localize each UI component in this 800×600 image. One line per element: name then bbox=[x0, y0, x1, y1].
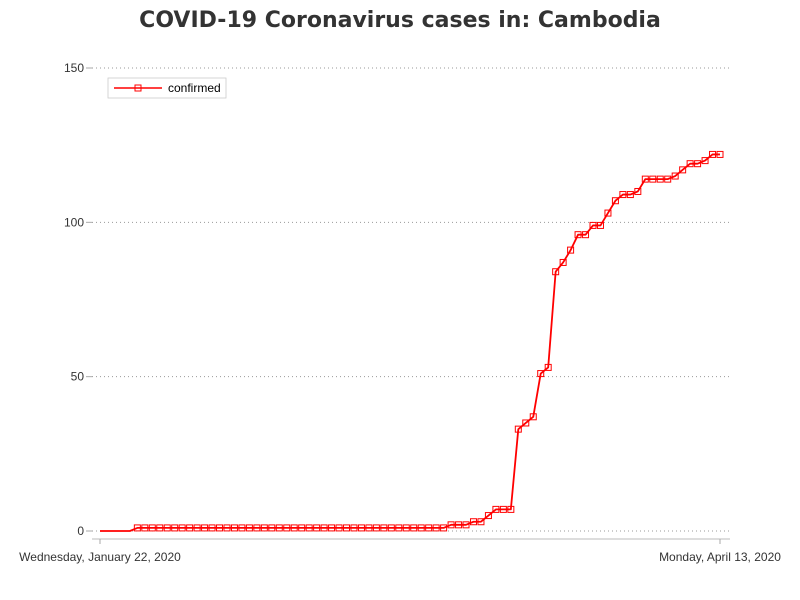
data-point-marker bbox=[499, 505, 507, 513]
series-line-confirmed bbox=[100, 153, 720, 532]
data-point-marker bbox=[395, 524, 403, 532]
data-point-marker bbox=[268, 524, 276, 532]
data-point-marker bbox=[589, 221, 597, 229]
chart-title: COVID-19 Coronavirus cases in: Cambodia bbox=[139, 8, 661, 33]
data-point-marker bbox=[328, 524, 336, 532]
data-point-marker bbox=[305, 524, 313, 532]
data-point-marker bbox=[686, 160, 694, 168]
data-point-marker bbox=[253, 524, 261, 532]
x-tick-label-0: Wednesday, January 22, 2020 bbox=[19, 550, 181, 564]
data-point-marker bbox=[604, 209, 612, 217]
data-point-marker bbox=[716, 150, 724, 158]
series-layer bbox=[100, 150, 724, 532]
data-point-marker bbox=[387, 524, 395, 532]
data-point-marker bbox=[171, 524, 179, 532]
data-point-marker bbox=[230, 524, 238, 532]
data-point-marker bbox=[163, 524, 171, 532]
data-point-marker bbox=[410, 524, 418, 532]
data-point-marker bbox=[596, 221, 604, 229]
data-point-marker bbox=[238, 524, 246, 532]
data-point-marker bbox=[313, 524, 321, 532]
data-point-marker bbox=[402, 524, 410, 532]
data-point-marker bbox=[462, 521, 470, 529]
data-point-marker bbox=[432, 524, 440, 532]
y-tick-label-50: 50 bbox=[71, 370, 85, 384]
data-point-marker bbox=[619, 191, 627, 199]
data-point-marker bbox=[260, 524, 268, 532]
data-point-marker bbox=[275, 524, 283, 532]
data-point-marker bbox=[469, 518, 477, 526]
data-point-marker bbox=[133, 524, 141, 532]
data-point-marker bbox=[664, 175, 672, 183]
data-point-marker bbox=[223, 524, 231, 532]
data-point-marker bbox=[567, 246, 575, 254]
data-point-marker bbox=[156, 524, 164, 532]
legend-label-confirmed: confirmed bbox=[168, 81, 221, 95]
data-point-marker bbox=[559, 258, 567, 266]
data-point-marker bbox=[656, 175, 664, 183]
data-point-marker bbox=[343, 524, 351, 532]
data-point-marker bbox=[484, 512, 492, 520]
data-point-marker bbox=[514, 425, 522, 433]
data-point-marker bbox=[417, 524, 425, 532]
gridlines bbox=[92, 67, 730, 532]
x-tick-label-1: Monday, April 13, 2020 bbox=[659, 550, 781, 564]
data-point-marker bbox=[357, 524, 365, 532]
data-point-marker bbox=[335, 524, 343, 532]
y-tick-label-150: 150 bbox=[64, 61, 84, 75]
data-point-marker bbox=[425, 524, 433, 532]
y-tick-label-100: 100 bbox=[64, 215, 84, 229]
data-point-marker bbox=[537, 370, 545, 378]
axes: 0 50 100 150 Wednesday, January 22, 2020 Mond… bbox=[19, 61, 781, 564]
y-tick-label-0: 0 bbox=[77, 524, 84, 538]
data-point-marker bbox=[522, 419, 530, 427]
data-point-marker bbox=[634, 187, 642, 195]
data-point-marker bbox=[186, 524, 194, 532]
data-point-marker bbox=[574, 231, 582, 239]
data-point-marker bbox=[365, 524, 373, 532]
data-point-marker bbox=[290, 524, 298, 532]
data-point-marker bbox=[709, 150, 717, 158]
data-point-marker bbox=[455, 521, 463, 529]
legend-box bbox=[107, 77, 227, 99]
data-point-marker bbox=[507, 505, 515, 513]
data-point-marker bbox=[701, 157, 709, 165]
data-point-marker bbox=[529, 413, 537, 421]
data-point-marker bbox=[350, 524, 358, 532]
data-point-marker bbox=[201, 524, 209, 532]
data-point-marker bbox=[694, 160, 702, 168]
data-point-marker bbox=[283, 524, 291, 532]
data-point-marker bbox=[216, 524, 224, 532]
data-point-marker bbox=[671, 172, 679, 180]
data-point-marker bbox=[582, 231, 590, 239]
data-point-marker bbox=[440, 524, 448, 532]
data-point-marker bbox=[245, 524, 253, 532]
data-point-marker bbox=[298, 524, 306, 532]
data-point-marker bbox=[447, 521, 455, 529]
data-point-marker bbox=[320, 524, 328, 532]
data-point-marker bbox=[679, 166, 687, 174]
legend-marker-swatch bbox=[134, 84, 142, 92]
legend: confirmed bbox=[107, 77, 227, 99]
data-point-marker bbox=[372, 524, 380, 532]
data-point-marker bbox=[649, 175, 657, 183]
data-point-marker bbox=[544, 363, 552, 371]
data-point-marker bbox=[193, 524, 201, 532]
data-point-marker bbox=[626, 191, 634, 199]
data-point-marker bbox=[611, 197, 619, 205]
data-point-marker bbox=[552, 268, 560, 276]
data-point-marker bbox=[492, 505, 500, 513]
data-point-marker bbox=[380, 524, 388, 532]
data-point-marker bbox=[178, 524, 186, 532]
data-point-marker bbox=[477, 518, 485, 526]
data-point-marker bbox=[208, 524, 216, 532]
data-point-marker bbox=[148, 524, 156, 532]
data-point-marker bbox=[141, 524, 149, 532]
data-point-marker bbox=[641, 175, 649, 183]
